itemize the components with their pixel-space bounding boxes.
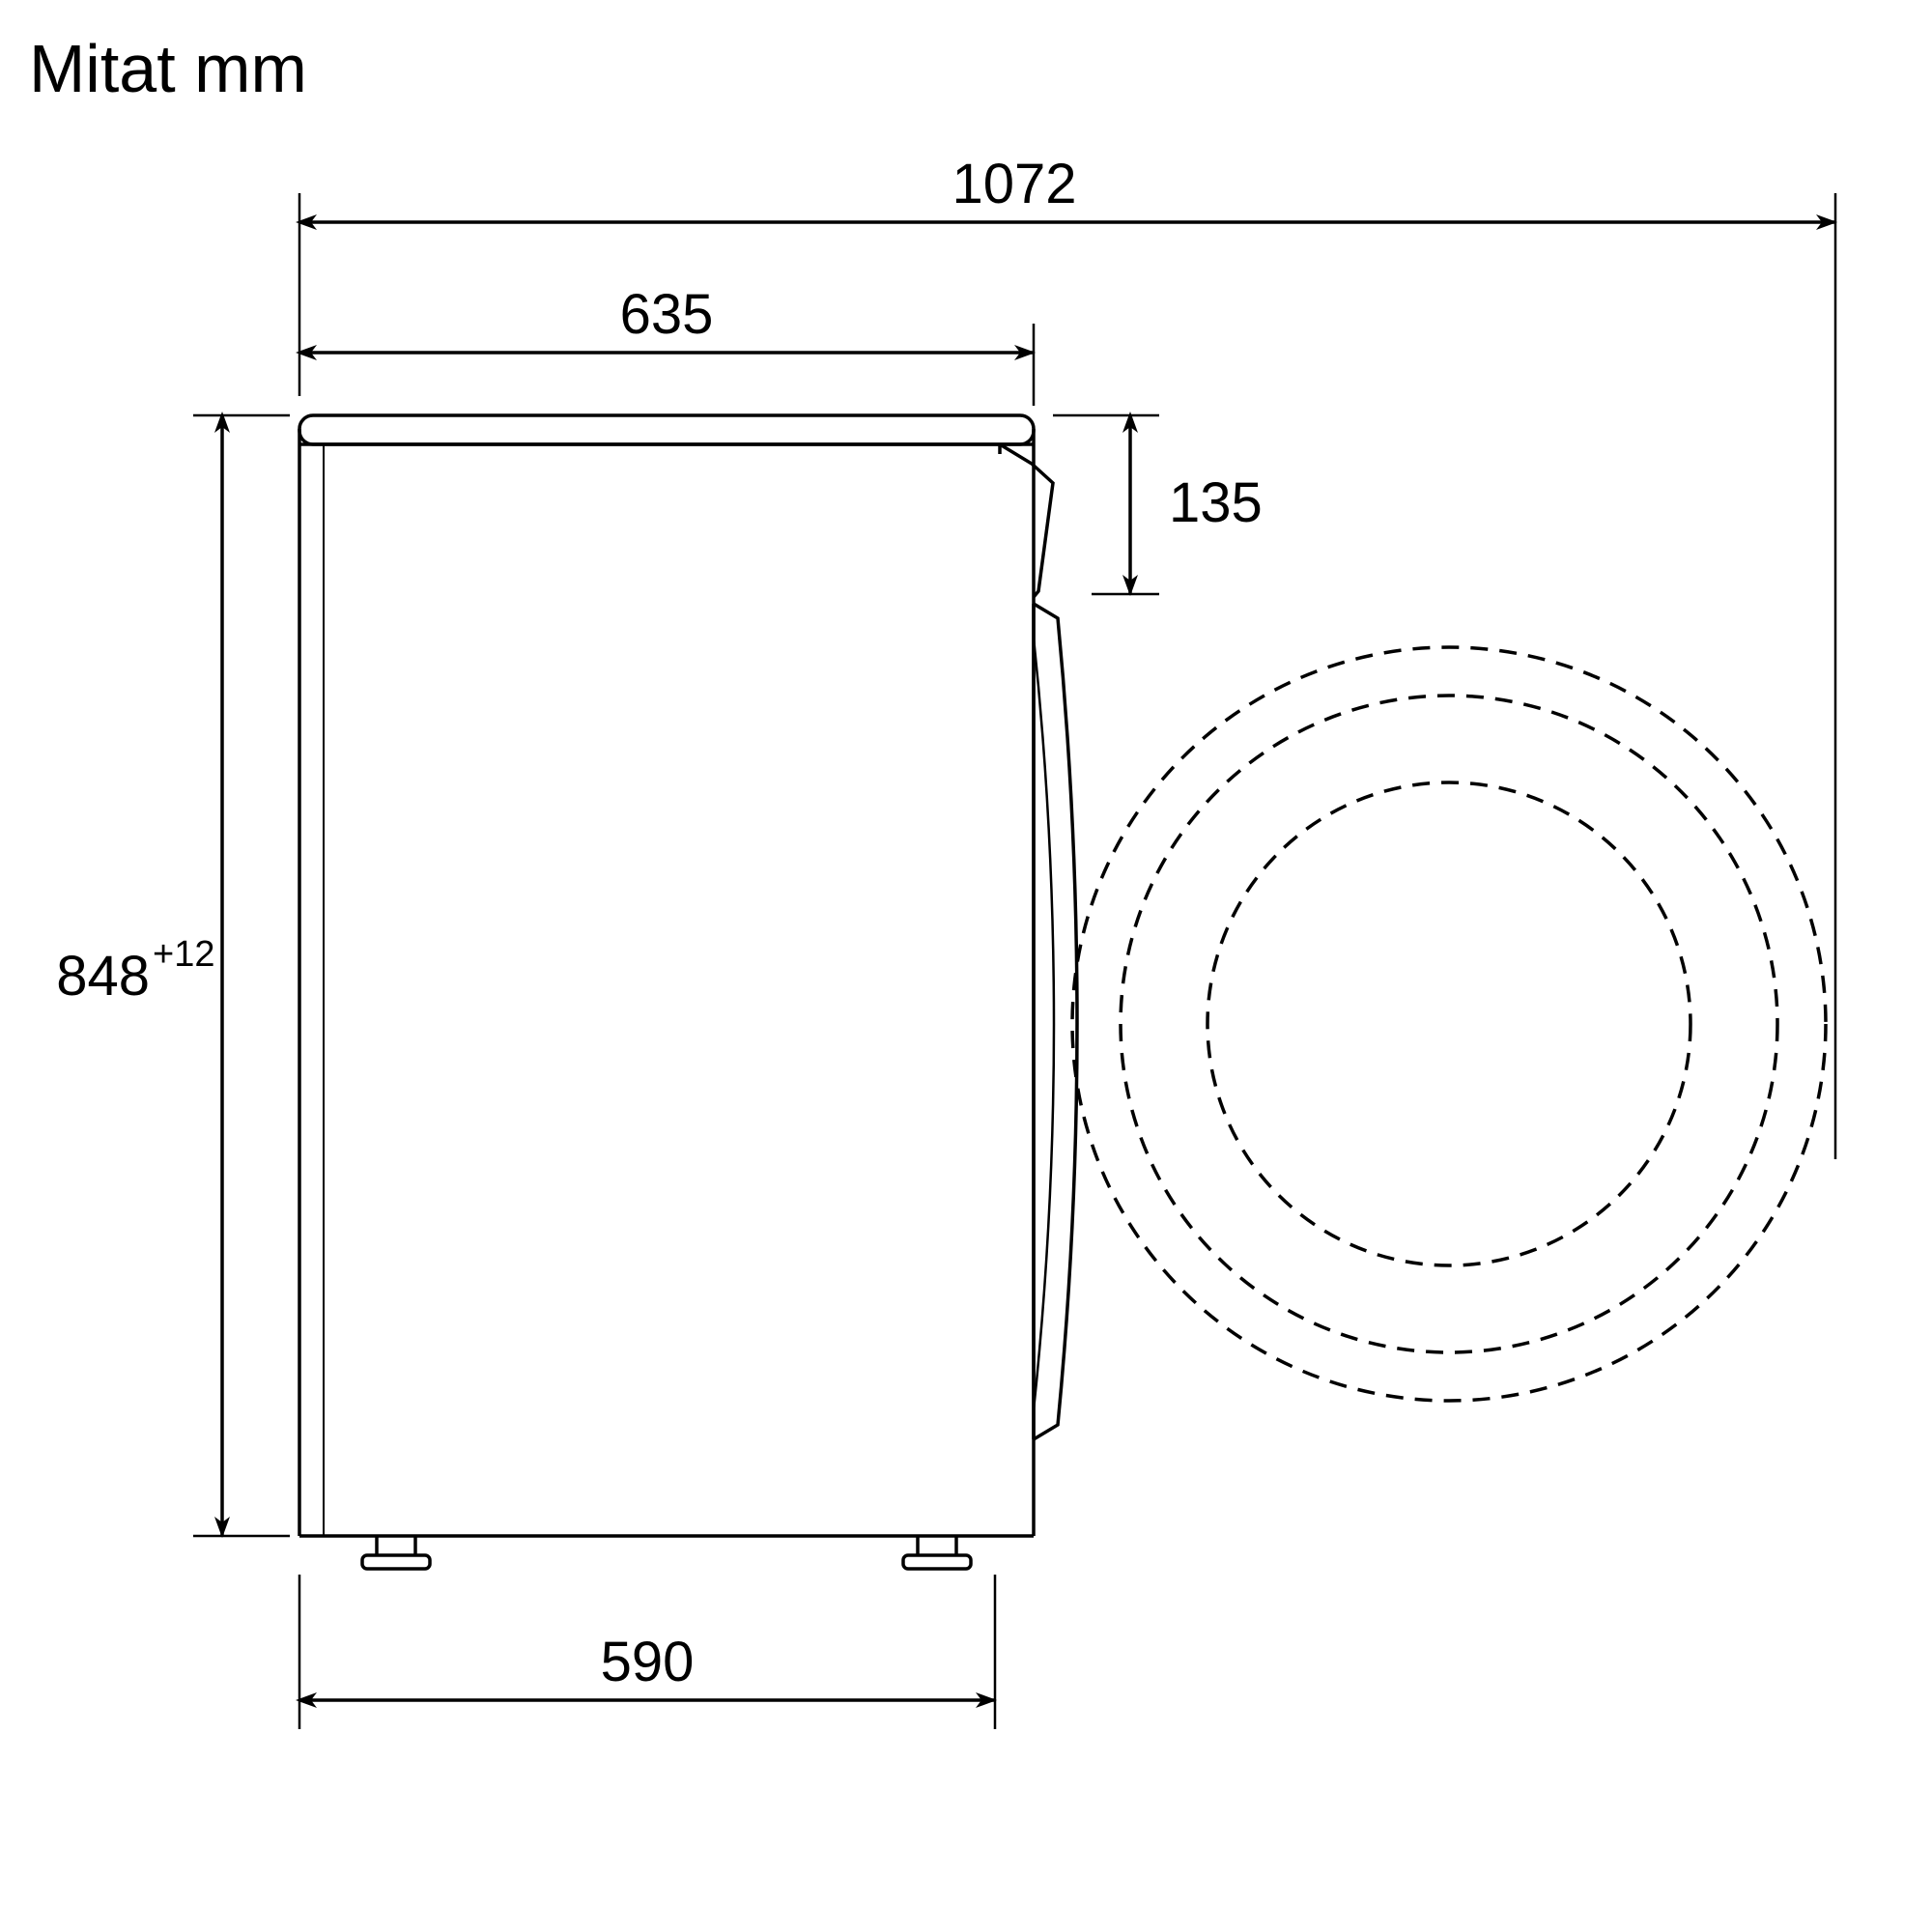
dim-panel-height-label: 135 (1169, 471, 1263, 534)
dim-height: 848 +12 (56, 415, 290, 1536)
dim-height-tolerance: +12 (153, 934, 214, 975)
dim-base-depth-label: 590 (601, 1631, 695, 1693)
dim-body-depth: 635 (299, 283, 1034, 406)
door-swing (1072, 647, 1826, 1401)
dim-body-depth-label: 635 (620, 283, 714, 346)
technical-drawing: Mitat mm 1072 635 135 848 +12 590 (0, 0, 1932, 1932)
dim-panel-height: 135 (1053, 415, 1263, 594)
appliance-body (299, 415, 1077, 1569)
dim-height-label: 848 (56, 945, 150, 1008)
title-text: Mitat mm (29, 31, 307, 106)
dim-total-width: 1072 (299, 153, 1835, 1159)
dim-base-depth: 590 (299, 1575, 995, 1729)
dim-total-width-label: 1072 (952, 153, 1076, 215)
